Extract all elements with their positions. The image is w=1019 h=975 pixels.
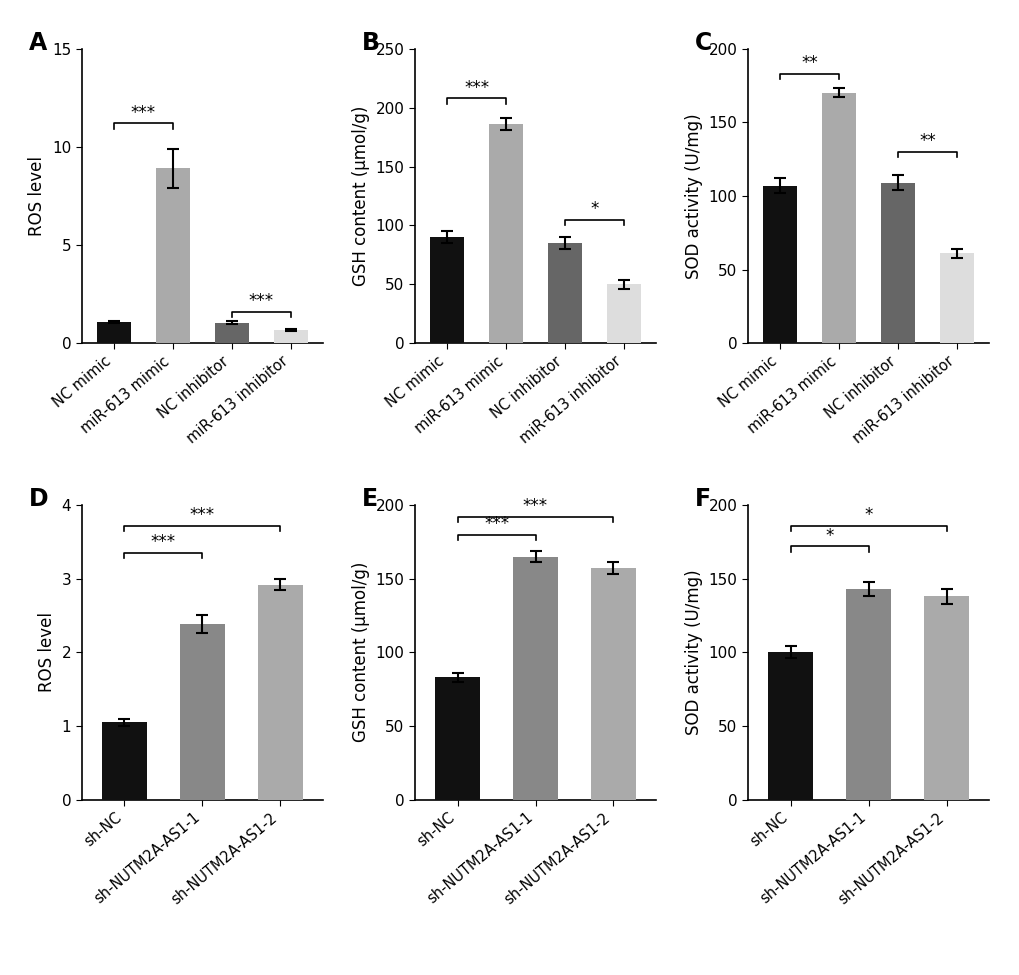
Text: *: * xyxy=(590,200,598,218)
Text: ***: *** xyxy=(249,292,273,310)
Bar xyxy=(590,568,635,800)
Text: *: * xyxy=(824,526,834,545)
Bar xyxy=(273,331,308,343)
Text: C: C xyxy=(694,31,711,55)
Text: ***: *** xyxy=(190,506,215,525)
Bar xyxy=(258,585,303,800)
Text: *: * xyxy=(864,506,872,525)
Text: ***: *** xyxy=(130,103,156,122)
Text: B: B xyxy=(362,31,379,55)
Bar xyxy=(821,93,856,343)
Bar xyxy=(102,722,147,800)
Y-axis label: GSH content (μmol/g): GSH content (μmol/g) xyxy=(352,105,370,286)
Bar xyxy=(762,185,797,343)
Text: E: E xyxy=(362,488,377,512)
Bar xyxy=(547,243,582,343)
Bar xyxy=(923,597,968,800)
Bar xyxy=(156,169,190,343)
Bar xyxy=(488,124,523,343)
Text: ***: *** xyxy=(484,515,508,533)
Text: D: D xyxy=(29,488,48,512)
Bar xyxy=(430,237,464,343)
Text: ***: *** xyxy=(151,533,175,551)
Text: ***: *** xyxy=(523,497,547,515)
Bar xyxy=(179,624,224,800)
Bar xyxy=(513,557,557,799)
Text: **: ** xyxy=(801,55,817,72)
Bar xyxy=(940,254,973,343)
Text: A: A xyxy=(29,31,47,55)
Bar xyxy=(880,182,914,343)
Y-axis label: ROS level: ROS level xyxy=(38,612,56,692)
Y-axis label: SOD activity (U/mg): SOD activity (U/mg) xyxy=(685,569,702,735)
Y-axis label: GSH content (μmol/g): GSH content (μmol/g) xyxy=(352,563,370,743)
Bar xyxy=(214,323,249,343)
Text: ***: *** xyxy=(464,79,489,97)
Bar xyxy=(97,322,130,343)
Bar xyxy=(846,589,891,800)
Bar xyxy=(435,678,480,800)
Text: F: F xyxy=(694,488,710,512)
Text: **: ** xyxy=(918,133,935,150)
Y-axis label: ROS level: ROS level xyxy=(29,156,46,236)
Bar xyxy=(767,652,812,800)
Bar xyxy=(606,285,640,343)
Y-axis label: SOD activity (U/mg): SOD activity (U/mg) xyxy=(685,113,702,279)
